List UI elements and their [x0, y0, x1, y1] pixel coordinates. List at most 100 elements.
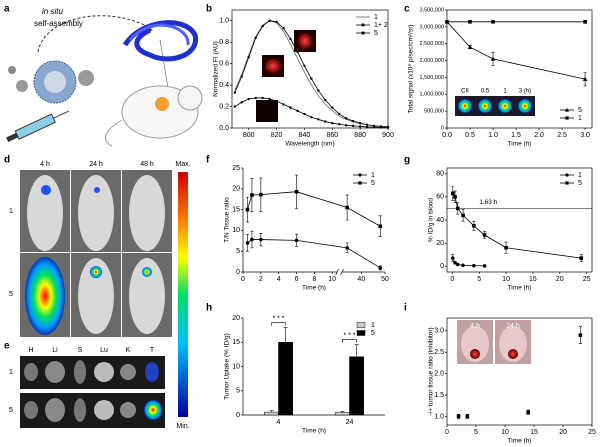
panel-letter: b: [206, 4, 212, 15]
plot-frame: [446, 317, 593, 426]
inset-signal: [458, 99, 472, 113]
inset-label: 3 (h): [519, 89, 531, 95]
row-label: 5: [9, 291, 13, 298]
marker: [345, 124, 348, 127]
colorbar-label: Min.: [176, 423, 189, 430]
signal: [41, 185, 51, 195]
legend-label: 5: [578, 107, 582, 114]
column-label: 24 h: [89, 161, 103, 168]
organ-label: K: [126, 347, 131, 354]
y-tick-label: 0: [440, 263, 444, 270]
y-tick-label: 0: [236, 412, 240, 419]
mouse-signal: [25, 257, 65, 335]
marker: [250, 237, 254, 242]
series-line: [247, 239, 381, 269]
legend-label: 5: [371, 330, 375, 337]
plot-frame: [231, 9, 389, 129]
inset-signal: [508, 349, 518, 359]
marker: [455, 206, 460, 211]
legend-marker: [358, 181, 362, 185]
x-tick-label: 8: [312, 276, 316, 283]
x-tick-label: 25: [583, 276, 591, 283]
assembly-ribbon: [128, 23, 190, 46]
x-tick-label: 10: [328, 276, 336, 283]
column-label: 48 h: [140, 161, 154, 168]
x-tick-label: 840: [299, 132, 311, 139]
x-tick-label: 800: [243, 132, 255, 139]
image: [20, 393, 165, 428]
organ: [120, 402, 136, 418]
y-tick-label: 20: [232, 315, 240, 322]
particle: [16, 80, 28, 92]
y-tick-label: 80: [436, 171, 444, 178]
legend-label: 1: [578, 115, 582, 122]
inset-label: CII: [461, 89, 469, 95]
y-tick-label: 0.8: [219, 39, 229, 46]
y-tick-label: 5: [236, 388, 240, 395]
x-tick-label: 5: [477, 276, 481, 283]
y-axis-title: -/+ tumor tissue ratio (inhibitor): [428, 327, 435, 415]
axis-break: [335, 268, 339, 276]
marker: [254, 36, 257, 40]
panel-letter: i: [404, 303, 407, 314]
panel-e-organs: H Li S Lu K T 1 5: [9, 347, 165, 428]
x-tick-label: 3.0: [580, 132, 590, 139]
inset-signal: [265, 59, 281, 73]
marker: [461, 263, 465, 268]
syringe-barrel: [14, 113, 56, 140]
y-axis-title: T/N Tissue ratio: [224, 197, 231, 243]
marker: [317, 118, 320, 121]
marker: [296, 50, 299, 54]
marker: [268, 19, 271, 22]
y-axis-title: Normalized FI (AU): [213, 41, 220, 97]
inset-image: [256, 100, 278, 122]
mouse: [27, 175, 63, 251]
marker: [578, 333, 583, 337]
organ: [24, 363, 38, 381]
marker: [482, 233, 487, 237]
marker: [372, 125, 376, 129]
x-tick-label: 10: [502, 276, 510, 283]
y-tick-label: 3,000,000: [420, 24, 444, 30]
nanoparticle-core: [44, 71, 66, 93]
y-tick-label: 10: [232, 227, 240, 234]
legend-marker: [358, 173, 362, 177]
y-tick-label: 1.0: [434, 413, 444, 420]
mouse: [129, 258, 165, 334]
y-tick-label: 0.2: [219, 103, 229, 110]
panel-a-illustration: in situ self-assembly: [6, 7, 203, 147]
panel-letter: h: [206, 303, 212, 314]
axis-break-gap: [337, 269, 342, 275]
legend-label: 1: [371, 322, 375, 329]
mouse-tail: [104, 119, 123, 147]
marker: [490, 56, 496, 61]
x-tick-label: 50: [381, 276, 389, 283]
x-tick-label: 20: [559, 429, 567, 436]
marker: [351, 124, 355, 128]
error-bar: [354, 344, 359, 357]
y-tick-label: 0.4: [219, 82, 229, 89]
x-tick-label: 860: [326, 132, 338, 139]
label: self-assembly: [34, 19, 83, 28]
mouse: [78, 258, 114, 334]
x-axis-title: Time (h): [508, 438, 532, 445]
y-tick-label: 3,500,000: [420, 7, 444, 13]
marker: [233, 91, 236, 94]
x-tick-label: 25: [588, 429, 596, 436]
marker: [331, 106, 334, 109]
panel-letter: d: [4, 155, 10, 166]
signal: [90, 266, 102, 278]
marker: [250, 193, 254, 197]
y-axis-title: Tumor Uptake (% ID/g): [224, 333, 231, 400]
legend-label: 5: [374, 30, 378, 37]
marker: [310, 116, 313, 119]
organ: [45, 398, 65, 422]
marker: [579, 256, 584, 260]
y-tick-label: 3.0: [434, 328, 444, 335]
significance-label: * * *: [272, 316, 284, 323]
syringe-needle: [53, 110, 70, 119]
y-tick-label: 2.5: [434, 349, 444, 356]
organ-label: H: [28, 347, 33, 354]
x-tick-label: 0.5: [465, 132, 475, 139]
